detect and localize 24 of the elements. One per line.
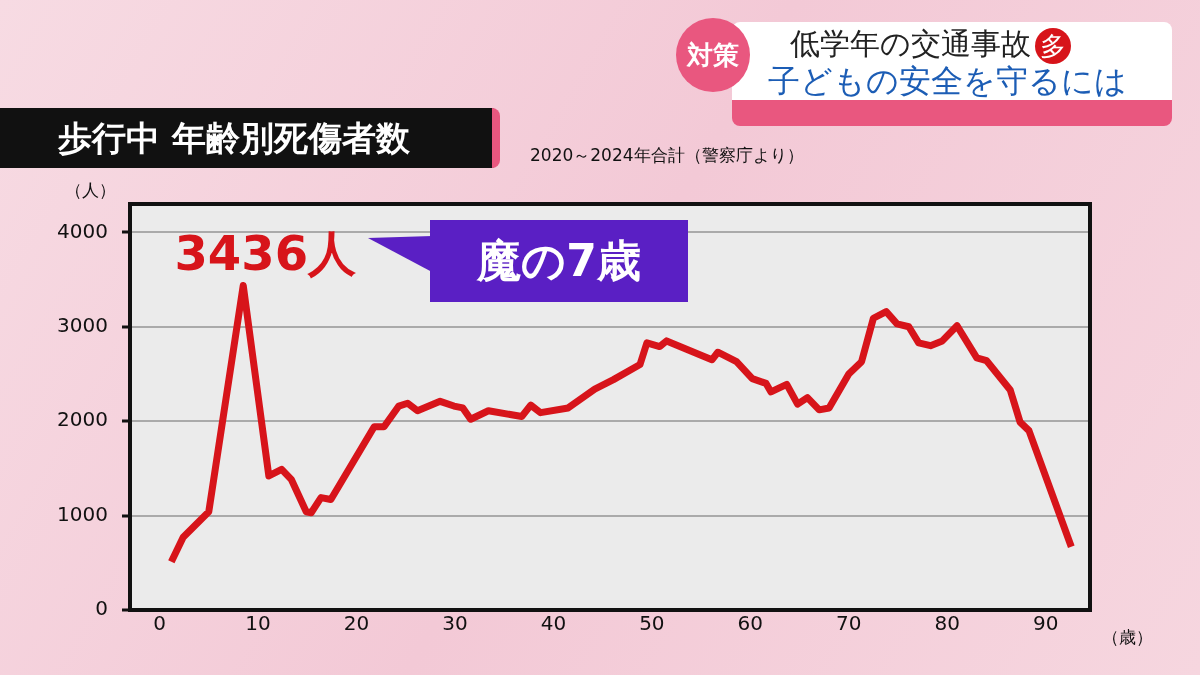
y-tick-label: 2000	[57, 407, 108, 432]
y-tick-label: 3000	[57, 312, 108, 337]
text: 対策	[676, 18, 750, 92]
x-tick-label: 0	[153, 611, 166, 636]
x-tick-label: 30	[442, 611, 468, 636]
y-tick-label: 4000	[57, 218, 108, 243]
y-tick-label: 1000	[57, 501, 108, 526]
x-tick-label: 90	[1032, 611, 1059, 636]
x-tick-label: 60	[737, 611, 764, 636]
x-tick-label: 20	[343, 611, 370, 636]
x-tick-label: 80	[934, 611, 960, 636]
x-tick-label: 70	[836, 611, 862, 636]
text: 子どもの安全を守るには	[768, 61, 1127, 102]
x-tick-label: 50	[639, 611, 665, 636]
chart-title: 歩行中 年齢別死傷者数	[0, 108, 500, 168]
x-tick-label: 10	[245, 611, 271, 636]
chart-subtitle: 2020～2024年合計（警察庁より）	[530, 144, 804, 167]
text: 多	[1035, 27, 1071, 64]
y-axis-title: （人）	[64, 180, 116, 200]
x-tick-label: 40	[540, 611, 567, 636]
x-axis-title: （歳）	[1102, 627, 1153, 647]
annotation: 魔の7歳	[430, 220, 688, 302]
text: 低学年の交通事故	[790, 26, 1031, 61]
annotation: 3436人	[174, 224, 357, 281]
